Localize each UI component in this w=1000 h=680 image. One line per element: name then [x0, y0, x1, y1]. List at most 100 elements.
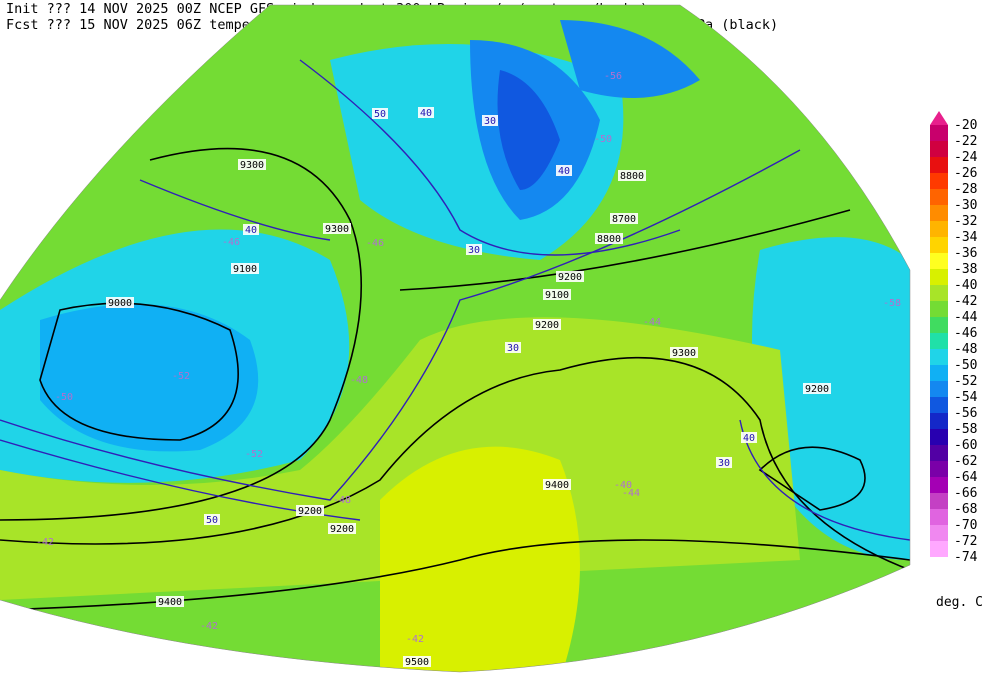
contour-label: 9300 [672, 348, 696, 359]
colorbar-label: -24 [954, 150, 978, 165]
label-bg [323, 223, 351, 234]
colorbar-label: -38 [954, 262, 977, 277]
colorbar-label: -70 [954, 518, 977, 533]
colorbar-box [930, 237, 948, 253]
label-bg [741, 432, 757, 443]
contour-label: 40 [558, 166, 570, 177]
label-bg [418, 107, 434, 118]
colorbar-label: -30 [954, 198, 977, 213]
label-bg [556, 165, 572, 176]
label-bg [533, 319, 561, 330]
colorbar-label: -36 [954, 246, 977, 261]
colorbar-box [930, 333, 948, 349]
field [0, 317, 800, 600]
contour-label: -40 [614, 480, 632, 491]
contour-label: -48 [333, 495, 351, 506]
colorbar-box [930, 525, 948, 541]
label-bg [372, 108, 388, 119]
colorbar-box [930, 125, 948, 141]
colorbar-label: -22 [954, 134, 977, 149]
colorbar-box [930, 509, 948, 525]
contour-label: 9300 [240, 160, 264, 171]
contour-label: 9200 [535, 320, 559, 331]
label-bg [543, 289, 571, 300]
colorbar-label: -66 [954, 486, 977, 501]
label-bg [231, 263, 259, 274]
contour-label: 8700 [612, 214, 636, 225]
contour-label: 40 [420, 108, 432, 119]
colorbar-label: -56 [954, 406, 977, 421]
colorbar-label: -54 [954, 390, 978, 405]
colorbar: -20-22-24-26-28-30-32-34-36-38-40-42-44-… [930, 111, 978, 565]
colorbar-box [930, 493, 948, 509]
label-bg [296, 505, 324, 516]
contour-label: -44 [643, 317, 661, 328]
label-bg [543, 479, 571, 490]
label-bg [803, 383, 831, 394]
label-bg [403, 656, 431, 667]
colorbar-box [930, 205, 948, 221]
colorbar-label: -50 [954, 358, 977, 373]
colorbar-label: -48 [954, 342, 977, 357]
colorbar-box [930, 381, 948, 397]
colorbar-unit: deg. C [936, 595, 983, 610]
colorbar-label: -32 [954, 214, 977, 229]
colorbar-label: -42 [954, 294, 977, 309]
colorbar-box [930, 349, 948, 365]
label-bg [618, 170, 646, 181]
contour-label: -58 [883, 298, 901, 309]
label-bg [716, 457, 732, 468]
label-bg [466, 244, 482, 255]
colorbar-box [930, 477, 948, 493]
contour-label: -46 [366, 238, 384, 249]
colorbar-box [930, 317, 948, 333]
label-bg [106, 297, 134, 308]
contour-label: -42 [200, 621, 218, 632]
colorbar-box [930, 141, 948, 157]
contour-label: 30 [507, 343, 519, 354]
contour-label: -46 [222, 237, 240, 248]
contour-label: 8800 [597, 234, 621, 245]
colorbar-box [930, 413, 948, 429]
field [497, 70, 560, 190]
contour-label: -42 [406, 634, 424, 645]
contour-label: 9200 [805, 384, 829, 395]
label-bg [505, 342, 521, 353]
field [380, 446, 580, 672]
colorbar-label: -74 [954, 550, 978, 565]
contour-label: 9100 [545, 290, 569, 301]
label-bg [670, 347, 698, 358]
contour-label: 30 [484, 116, 496, 127]
field [560, 20, 700, 98]
colorbar-label: -72 [954, 534, 977, 549]
label-bg [556, 271, 584, 282]
contour-label: -50 [594, 134, 612, 145]
contour-label: -42 [36, 537, 54, 548]
contour-label: 9500 [405, 657, 429, 668]
colorbar-label: -68 [954, 502, 977, 517]
colorbar-label: -60 [954, 438, 977, 453]
contour-label: 30 [468, 245, 480, 256]
label-bg [156, 596, 184, 607]
contour-label: -50 [55, 392, 73, 403]
contour-label: 9000 [108, 298, 132, 309]
colorbar-label: -52 [954, 374, 977, 389]
colorbar-label: -26 [954, 166, 977, 181]
colorbar-label: -20 [954, 118, 977, 133]
colorbar-box [930, 301, 948, 317]
label-bg [610, 213, 638, 224]
colorbar-label: -40 [954, 278, 977, 293]
contour-label: 30 [718, 458, 730, 469]
colorbar-label: -46 [954, 326, 977, 341]
contour-label: 9200 [330, 524, 354, 535]
colorbar-label: -28 [954, 182, 977, 197]
contour-label: 9100 [233, 264, 257, 275]
contour-label: 40 [245, 225, 257, 236]
label-bg [482, 115, 498, 126]
colorbar-label: -44 [954, 310, 978, 325]
colorbar-box [930, 269, 948, 285]
colorbar-tip [930, 111, 948, 125]
colorbar-label: -34 [954, 230, 978, 245]
colorbar-box [930, 157, 948, 173]
